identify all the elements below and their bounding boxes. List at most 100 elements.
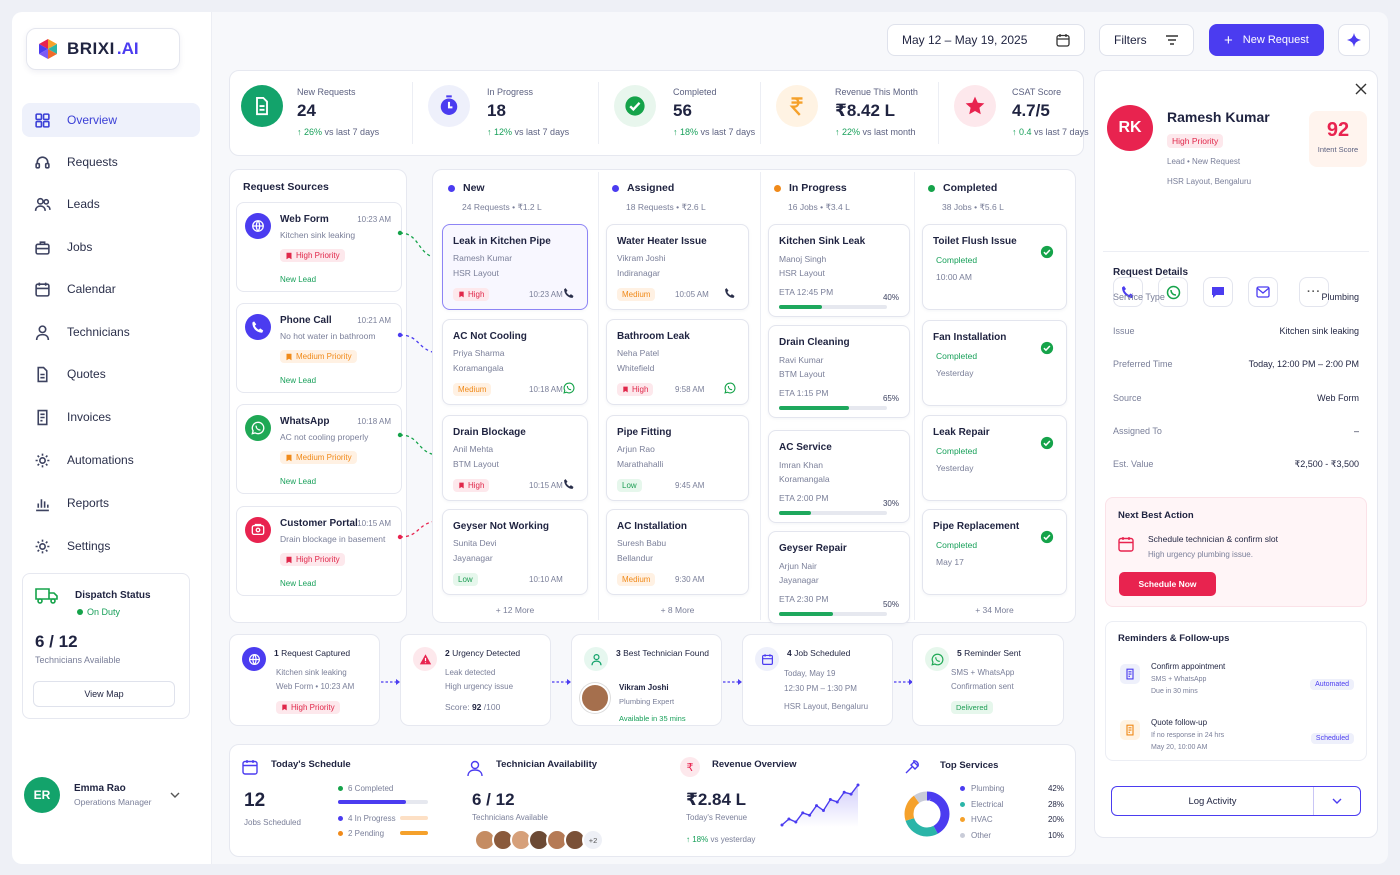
nav-item-reports[interactable]: Reports (22, 486, 200, 520)
kpi-completed[interactable]: Completed 56 ↑ 18% vs last 7 days (673, 87, 755, 137)
trend-point (808, 813, 812, 817)
call-button[interactable] (1113, 277, 1143, 307)
job-card[interactable]: Toilet Flush Issue Completed 10:00 AM (922, 224, 1067, 310)
plus-icon: + (1224, 31, 1233, 49)
nav-item-jobs[interactable]: Jobs (22, 230, 200, 264)
workflow-step-1[interactable]: 1 Request Captured Kitchen sink leaking W… (229, 634, 380, 726)
nav-item-calendar[interactable]: Calendar (22, 272, 200, 306)
nav-item-automations[interactable]: Automations (22, 443, 200, 477)
kpi-csat-score[interactable]: CSAT Score 4.7/5 ↑ 0.4 vs last 7 days (1012, 87, 1089, 137)
reminder-item[interactable]: Confirm appointment SMS + WhatsApp Due i… (1106, 660, 1368, 704)
chevron-down-icon[interactable] (170, 791, 180, 799)
nav-item-requests[interactable]: Requests (22, 145, 200, 179)
view-map-button[interactable]: View Map (33, 681, 175, 707)
source-item-customer-portal[interactable]: Customer Portal 10:15 AM Drain blockage … (236, 506, 402, 596)
workflow-step-3[interactable]: 3 Best Technician Found Vikram Joshi Plu… (571, 634, 722, 726)
job-card[interactable]: AC Service Imran Khan Koramangala ETA 2:0… (768, 430, 910, 523)
contact-channel[interactable] (724, 382, 736, 397)
job-location: Jayanagar (779, 575, 819, 585)
kpi-label: CSAT Score (1012, 87, 1062, 97)
kpi-revenue-this-month[interactable]: Revenue This Month ₹8.42 L ↑ 22% vs last… (835, 87, 918, 137)
top-services-title: Top Services (940, 760, 999, 771)
kpi-in-progress[interactable]: In Progress 18 ↑ 12% vs last 7 days (487, 87, 569, 137)
reminder-item[interactable]: Quote follow-up If no response in 24 hrs… (1106, 716, 1368, 760)
donut-slice (904, 791, 950, 837)
step-detail: Leak detected (445, 668, 496, 677)
message-button[interactable] (1203, 277, 1233, 307)
column-header-assigned: Assigned 18 Requests • ₹2.6 L (612, 182, 706, 213)
new-request-button[interactable]: + New Request (1209, 24, 1324, 56)
revenue-value: ₹2.84 L (686, 790, 747, 809)
source-item-web-form[interactable]: Web Form 10:23 AM Kitchen sink leaking H… (236, 202, 402, 292)
priority-badge: High Priority (1167, 134, 1224, 148)
show-more-link[interactable]: + 8 More (660, 605, 695, 615)
job-card[interactable]: Kitchen Sink Leak Manoj Singh HSR Layout … (768, 224, 910, 317)
column-header-completed: Completed 38 Jobs • ₹5.6 L (928, 182, 1004, 213)
whatsapp-button[interactable] (1158, 277, 1188, 307)
nav-item-label: Leads (67, 197, 100, 211)
job-card[interactable]: Water Heater Issue Vikram Joshi Indiranag… (606, 224, 749, 310)
nav-item-leads[interactable]: Leads (22, 187, 200, 221)
step-icon-badge (584, 647, 608, 671)
job-card[interactable]: Drain Blockage Anil Mehta BTM Layout High… (442, 415, 588, 501)
job-card[interactable]: Leak Repair Completed Yesterday (922, 415, 1067, 501)
reminders-panel: Reminders & Follow-ups Confirm appointme… (1105, 621, 1367, 761)
job-card[interactable]: Geyser Not Working Sunita Devi Jayanagar … (442, 509, 588, 595)
contact-channel[interactable] (563, 382, 575, 397)
job-card[interactable]: AC Installation Suresh Babu Bellandur Med… (606, 509, 749, 595)
contact-channel[interactable] (724, 287, 736, 302)
job-progress-bar (779, 511, 887, 515)
sparkle-icon (1347, 33, 1361, 47)
close-icon[interactable] (1355, 83, 1367, 95)
kpi-new-requests[interactable]: New Requests 24 ↑ 26% vs last 7 days (297, 87, 379, 137)
email-button[interactable] (1248, 277, 1278, 307)
workflow-step-2[interactable]: 2 Urgency Detected Leak detected High urg… (400, 634, 551, 726)
job-location: Whitefield (617, 363, 655, 373)
log-activity-button[interactable]: Log Activity (1111, 786, 1361, 816)
nav-item-settings[interactable]: Settings (22, 529, 200, 563)
workflow-step-4[interactable]: 4 Job Scheduled Today, May 19 12:30 PM – … (742, 634, 893, 726)
job-card[interactable]: Bathroom Leak Neha Patel Whitefield High … (606, 319, 749, 405)
more-actions-button[interactable]: ··· (1299, 277, 1329, 307)
job-location: Marathahalli (617, 459, 664, 469)
job-card[interactable]: Leak in Kitchen Pipe Ramesh Kumar HSR Lay… (442, 224, 588, 310)
nav-item-invoices[interactable]: Invoices (22, 400, 200, 434)
schedule-completed: 6 Completed (338, 784, 393, 793)
app-logo[interactable]: BRIXI .AI (26, 28, 180, 70)
show-more-link[interactable]: + 12 More (495, 605, 535, 615)
customer-name: Anil Mehta (453, 444, 494, 454)
source-item-phone-call[interactable]: Phone Call 10:21 AM No hot water in bath… (236, 303, 402, 393)
job-card[interactable]: Pipe Replacement Completed May 17 (922, 509, 1067, 595)
log-activity-dropdown[interactable] (1314, 797, 1360, 805)
legend-swatch (960, 832, 965, 838)
workflow-step-5[interactable]: 5 Reminder Sent SMS + WhatsApp Confirmati… (912, 634, 1064, 726)
service-legend-item: HVAC 20% (960, 812, 1064, 828)
nav-item-quotes[interactable]: Quotes (22, 357, 200, 391)
avatar: ER (24, 777, 60, 813)
job-card[interactable]: Drain Cleaning Ravi Kumar BTM Layout ETA … (768, 325, 910, 418)
phone-icon (564, 288, 574, 298)
schedule-now-button[interactable]: Schedule Now (1119, 572, 1216, 596)
filters-button[interactable]: Filters (1099, 24, 1194, 56)
nav-item-technicians[interactable]: Technicians (22, 315, 200, 349)
show-more-link[interactable]: + 34 More (975, 605, 1014, 615)
schedule-pending: 2 Pending (338, 829, 384, 838)
trend-point (821, 808, 825, 812)
nav-item-overview[interactable]: Overview (22, 103, 200, 137)
source-item-whatsapp[interactable]: WhatsApp 10:18 AM AC not cooling properl… (236, 404, 402, 494)
contact-channel[interactable] (563, 287, 575, 302)
ai-assistant-button[interactable] (1338, 24, 1370, 56)
job-card[interactable]: Fan Installation Completed Yesterday (922, 320, 1067, 406)
brixi-logo-icon (39, 39, 57, 59)
more-technicians-badge[interactable]: +2 (582, 829, 604, 851)
job-card[interactable]: Pipe Fitting Arjun Rao Marathahalli Low 9… (606, 415, 749, 501)
rupee-icon (789, 97, 803, 116)
date-range-picker[interactable]: May 12 – May 19, 2025 (887, 24, 1085, 56)
contact-channel[interactable] (563, 478, 575, 493)
source-description: Drain blockage in basement (280, 534, 386, 544)
divider (760, 82, 761, 144)
job-card[interactable]: AC Not Cooling Priya Sharma Koramangala M… (442, 319, 588, 405)
headset-icon (35, 155, 50, 169)
user-profile[interactable]: ER Emma Rao Operations Manager (24, 775, 202, 815)
job-card[interactable]: Geyser Repair Arjun Nair Jayanagar ETA 2:… (768, 531, 910, 624)
